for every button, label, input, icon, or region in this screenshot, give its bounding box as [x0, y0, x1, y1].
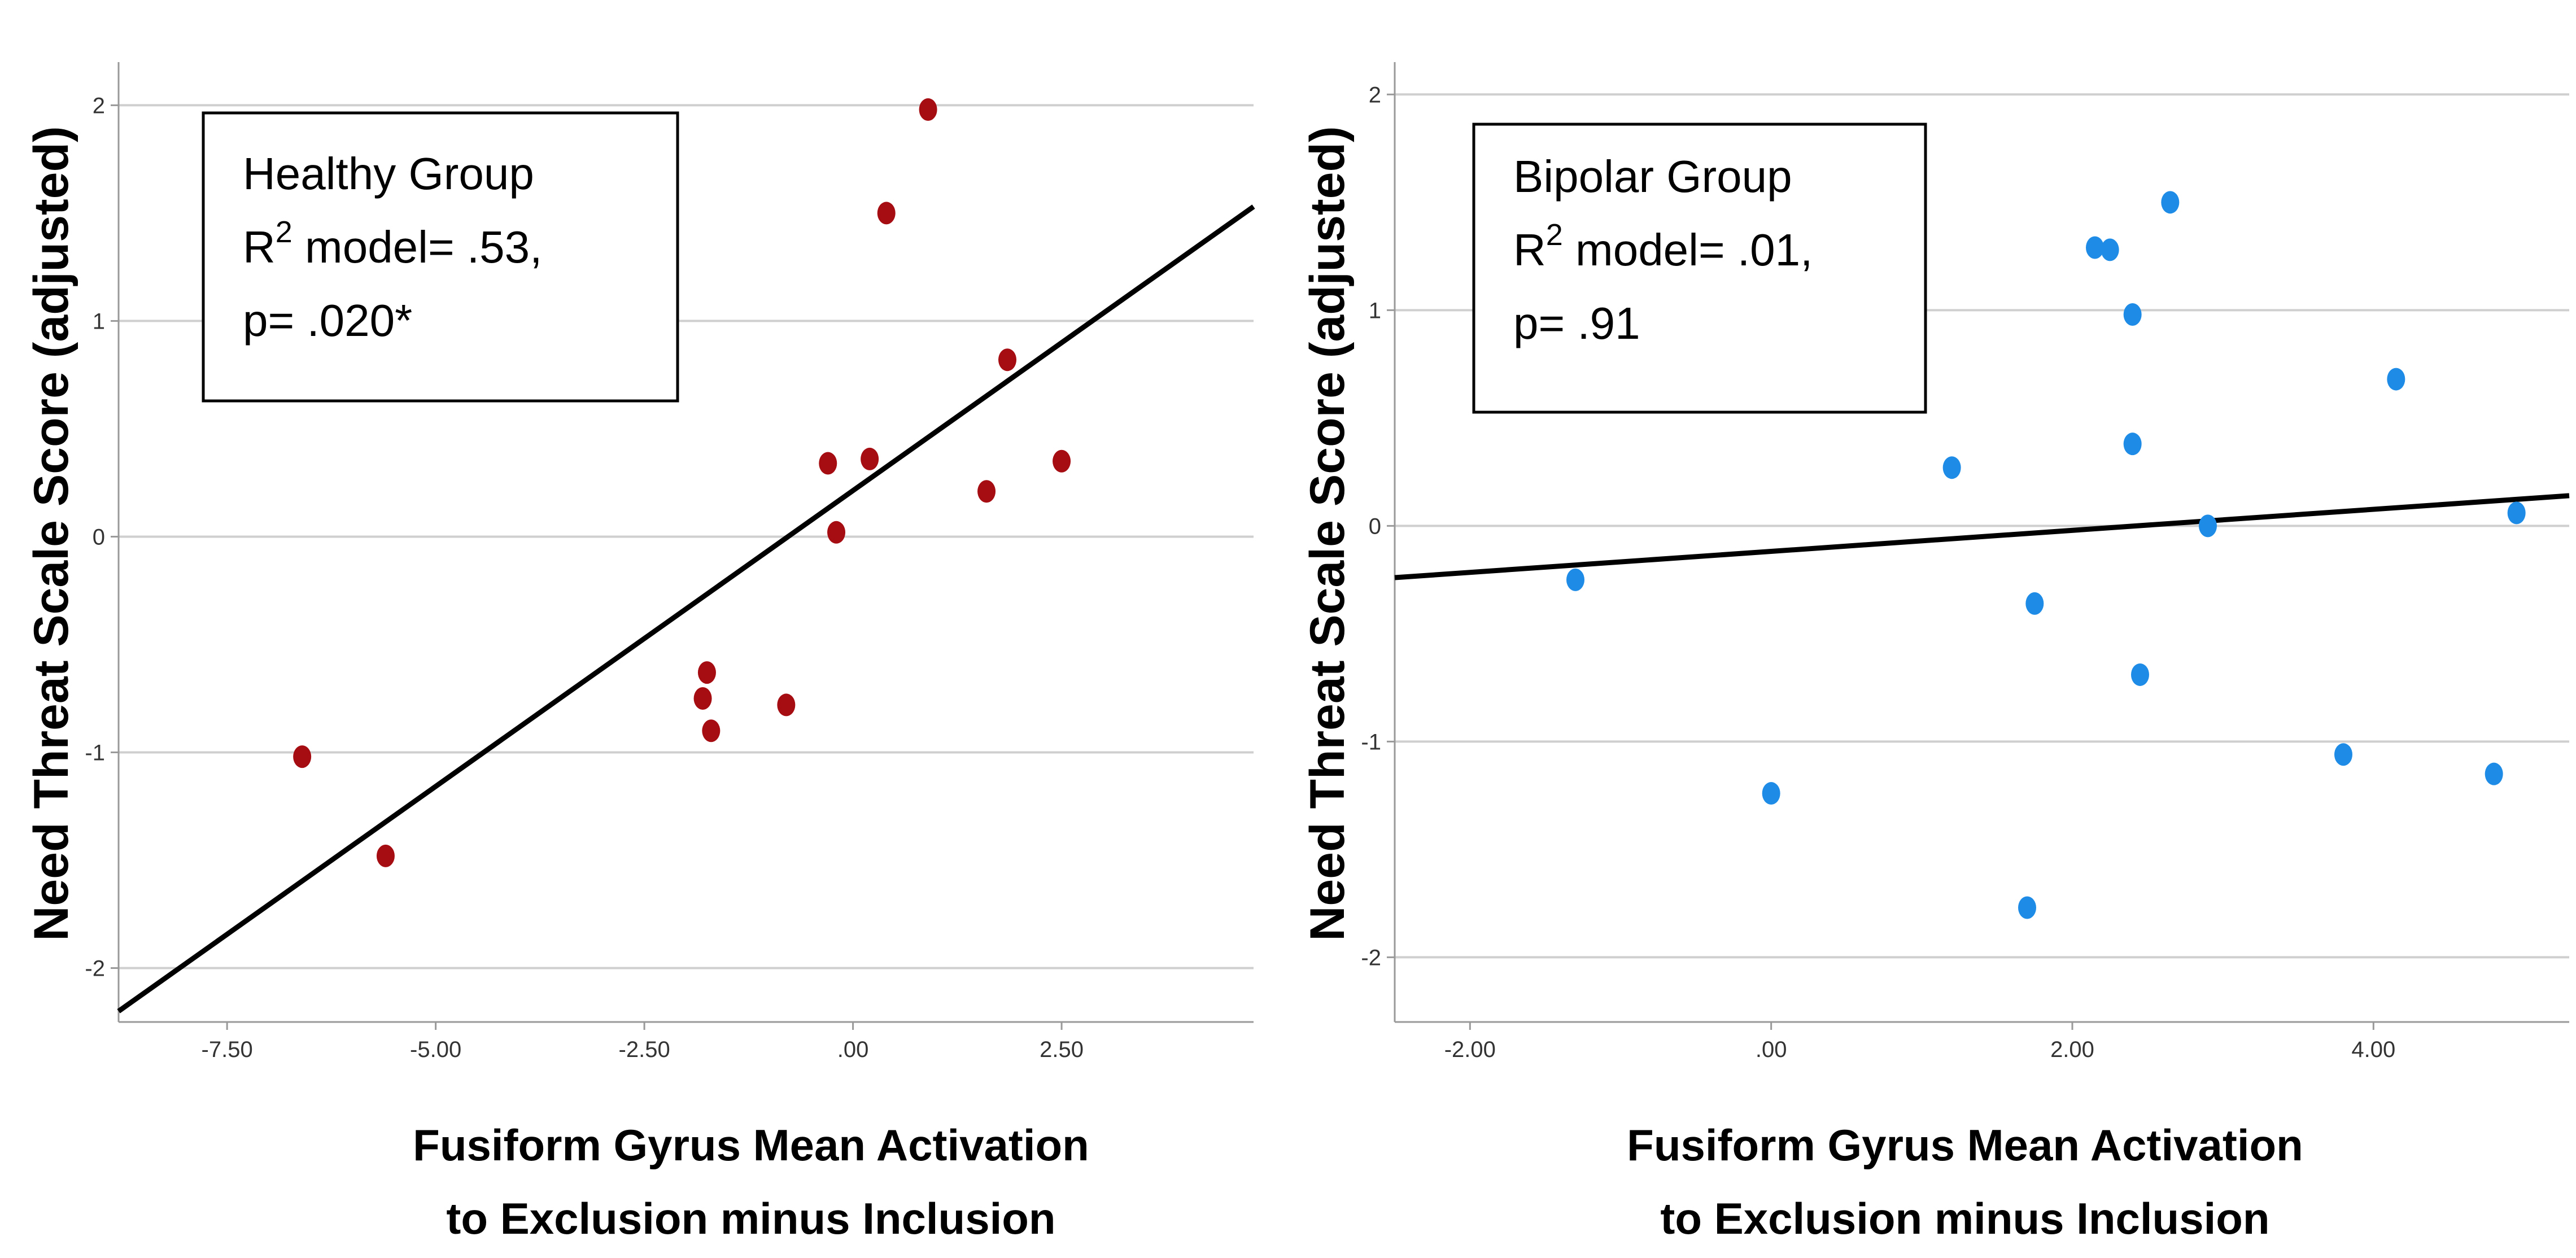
healthy-data-point [827, 521, 846, 544]
bipolar-data-point [2101, 238, 2119, 261]
bipolar-p-text: p= .91 [1513, 298, 1640, 348]
healthy-data-point [293, 745, 312, 768]
bipolar-data-point [2123, 303, 2142, 326]
bipolar-r2-text: R2 model= .01, [1513, 218, 1813, 275]
healthy-data-point [877, 202, 896, 225]
bipolar-y-ticks: -2 -1 0 1 2 [1361, 82, 1395, 970]
healthy-y-tick-label: 0 [93, 525, 105, 549]
bipolar-x-tick-label: .00 [1756, 1037, 1787, 1062]
healthy-data-point [376, 844, 395, 867]
bipolar-points [1566, 191, 2526, 919]
bipolar-x-axis-label-line2: to Exclusion minus Inclusion [1660, 1194, 2269, 1243]
healthy-data-point [697, 661, 716, 684]
bipolar-data-point [2387, 368, 2405, 391]
bipolar-y-tick-label: -1 [1361, 730, 1381, 754]
bipolar-group-label: Bipolar Group [1513, 151, 1792, 202]
healthy-r2-text: R2 model= .53, [243, 215, 542, 272]
healthy-x-tick-label: .00 [837, 1037, 869, 1062]
healthy-data-point [819, 452, 837, 475]
healthy-y-tick-label: 1 [93, 309, 105, 334]
healthy-data-point [861, 447, 879, 470]
healthy-data-point [777, 693, 796, 717]
bipolar-y-tick-label: 0 [1369, 514, 1381, 539]
healthy-panel: -2 -1 0 1 2 -7.50 -5.00 -2.50 .00 2.50 Healthy G… [24, 62, 1255, 1243]
bipolar-y-tick-label: 2 [1369, 82, 1381, 107]
bipolar-x-tick-label: 4.00 [2351, 1037, 2395, 1062]
bipolar-x-tick-label: -2.00 [1444, 1037, 1496, 1062]
healthy-x-axis-label-line2: to Exclusion minus Inclusion [446, 1194, 1055, 1243]
healthy-x-tick-label: -5.00 [410, 1037, 461, 1062]
healthy-data-point [919, 98, 937, 121]
bipolar-y-tick-label: -2 [1361, 945, 1381, 970]
bipolar-data-point [2123, 433, 2142, 456]
healthy-annotation-box: Healthy Group R2 model= .53, p= .020* [202, 111, 679, 403]
bipolar-data-point [2018, 896, 2036, 919]
healthy-data-point [702, 719, 721, 742]
bipolar-x-axis-label-line1: Fusiform Gyrus Mean Activation [1627, 1120, 2303, 1170]
bipolar-data-point [2131, 663, 2149, 686]
healthy-x-ticks: -7.50 -5.00 -2.50 .00 2.50 [202, 1022, 1084, 1062]
healthy-y-ticks: -2 -1 0 1 2 [85, 93, 119, 981]
healthy-points [293, 98, 1071, 867]
healthy-y-axis-label: Need Threat Scale Score (adjusted) [24, 126, 78, 941]
bipolar-x-tick-label: 2.00 [2050, 1037, 2094, 1062]
healthy-data-point [998, 348, 1017, 372]
bipolar-data-point [2507, 501, 2526, 525]
healthy-x-tick-label: -2.50 [619, 1037, 670, 1062]
bipolar-data-point [1762, 782, 1780, 805]
bipolar-y-tick-label: 1 [1369, 298, 1381, 323]
bipolar-data-point [2025, 592, 2044, 615]
bipolar-panel: -2 -1 0 1 2 -2.00 .00 2.00 4.00 Bipolar Group R… [1300, 62, 2570, 1243]
bipolar-data-point [2161, 191, 2180, 214]
healthy-y-tick-label: 2 [93, 93, 105, 118]
bipolar-annotation-box: Bipolar Group R2 model= .01, p= .91 [1472, 123, 1927, 414]
healthy-group-label: Healthy Group [243, 148, 534, 199]
healthy-x-tick-label: 2.50 [1040, 1037, 1084, 1062]
bipolar-data-point [2334, 743, 2352, 766]
healthy-p-text: p= .020* [243, 295, 412, 346]
bipolar-data-point [1566, 568, 1584, 591]
healthy-y-tick-label: -2 [85, 956, 105, 981]
bipolar-data-point [2086, 236, 2104, 259]
healthy-data-point [693, 687, 712, 710]
healthy-y-tick-label: -1 [85, 740, 105, 765]
bipolar-x-ticks: -2.00 .00 2.00 4.00 [1444, 1022, 2395, 1062]
bipolar-data-point [2199, 514, 2217, 538]
bipolar-fit-line [1394, 493, 2570, 580]
healthy-data-point [977, 480, 996, 503]
healthy-fit-line [117, 204, 1255, 1014]
bipolar-y-axis-label: Need Threat Scale Score (adjusted) [1300, 126, 1355, 941]
bipolar-data-point [1942, 456, 1961, 479]
healthy-data-point [1053, 449, 1071, 473]
healthy-x-axis-label-line1: Fusiform Gyrus Mean Activation [413, 1120, 1089, 1170]
bipolar-data-point [2485, 762, 2503, 785]
healthy-x-tick-label: -7.50 [202, 1037, 253, 1062]
